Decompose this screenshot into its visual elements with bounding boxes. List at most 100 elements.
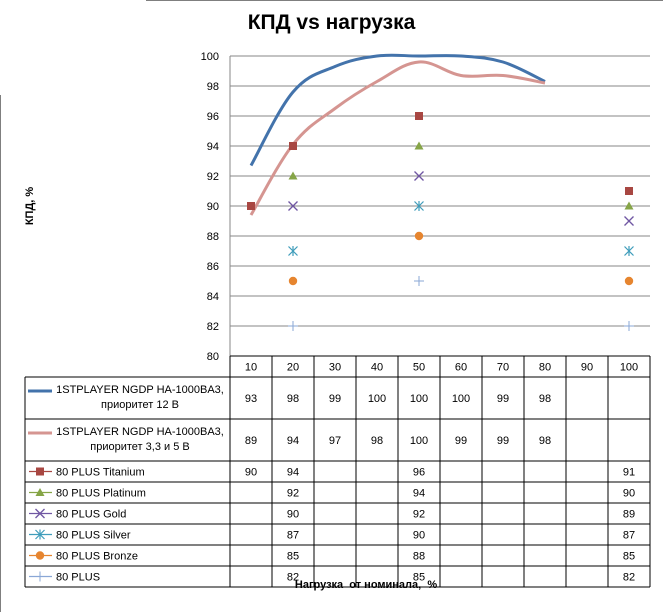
data-point-series-7 [624,321,634,331]
x-tick-label: 70 [497,362,509,374]
data-point-series-5 [414,201,424,211]
legend-key-6 [35,551,45,560]
table-cell: 90 [623,488,635,500]
table-cell: 96 [413,467,425,479]
marker-x-stroke [414,171,424,181]
marker-triangle [414,141,424,150]
table-cell: 82 [623,572,635,584]
table-cell: 100 [410,393,428,405]
marker-square [415,112,423,120]
y-tick-label: 90 [207,201,219,213]
legend-label-line: 1STPLAYER NGDP HA-1000BA3, [56,384,224,396]
y-tick-label: 82 [207,321,219,333]
legend-label-7: 80 PLUS [56,572,100,584]
legend-label-0: 1STPLAYER NGDP HA-1000BA3, приоритет 12 В [56,384,224,411]
table-cell: 98 [539,393,551,405]
y-tick-label: 94 [207,141,219,153]
x-tick-label: 40 [371,362,383,374]
table-cell: 98 [371,435,383,447]
legend-label-4: 80 PLUS Gold [56,509,126,521]
frame-top-border [146,0,663,1]
marker-square [625,187,633,195]
marker-circle [35,551,45,560]
series-line-0 [249,53,546,167]
frame-left-border [0,95,1,612]
table-cell: 98 [539,435,551,447]
x-tick-label: 90 [581,362,593,374]
legend-key-7 [35,571,45,582]
data-point-series-7 [288,321,298,331]
marker-x-stroke [288,201,298,211]
series-line-1 [249,60,546,216]
table-cell: 93 [245,393,257,405]
table-cell: 90 [245,467,257,479]
data-point-series-4 [414,171,424,181]
legend-label-line: 1STPLAYER NGDP HA-1000BA3, [56,426,224,438]
marker-triangle [624,201,634,210]
table-cell: 94 [287,435,299,447]
data-point-series-6 [288,276,298,286]
legend-label-3: 80 PLUS Platinum [56,488,146,500]
table-cell: 89 [623,509,635,521]
legend-label-5: 80 PLUS Silver [56,530,131,542]
y-tick-label: 98 [207,81,219,93]
x-tick-label: 100 [620,362,638,374]
table-cell: 99 [455,435,467,447]
table-cell: 92 [413,509,425,521]
legend-label-6: 80 PLUS Bronze [56,551,138,563]
table-cell: 91 [623,467,635,479]
legend-label-line: приоритет 3,3 и 5 В [90,441,189,453]
chart-title: КПД vs нагрузка [247,11,416,34]
table-cell: 87 [623,530,635,542]
marker-x-stroke [624,216,634,226]
legend-label-2: 80 PLUS Titanium [56,467,145,479]
table-cell: 88 [413,551,425,563]
data-point-series-2 [289,142,297,150]
marker-circle [414,231,424,241]
legend-key-5 [35,529,45,540]
table-cell: 87 [287,530,299,542]
x-tick-label: 10 [245,362,257,374]
table-cell: 99 [497,393,509,405]
y-tick-label: 100 [201,51,219,63]
x-tick-label: 80 [539,362,551,374]
y-tick-label: 92 [207,171,219,183]
table-cell: 100 [410,435,428,447]
legend-key-3 [35,488,45,496]
legend-label-1: 1STPLAYER NGDP HA-1000BA3, приоритет 3,3 … [56,426,224,453]
legend-key-4 [35,508,45,519]
data-point-series-2 [415,112,423,120]
y-tick-label: 86 [207,261,219,273]
table-cell: 94 [287,467,299,479]
table-cell: 99 [497,435,509,447]
table-cell: 100 [368,393,386,405]
legend-key-2 [36,467,44,476]
x-tick-label: 30 [329,362,341,374]
data-point-series-5 [288,246,298,256]
marker-x-stroke [35,508,45,519]
x-tick-label: 20 [287,362,299,374]
table-cell: 98 [287,393,299,405]
data-point-series-6 [414,231,424,241]
x-tick-label: 50 [413,362,425,374]
marker-square [36,467,44,476]
marker-circle [624,276,634,286]
data-point-series-2 [625,187,633,195]
y-tick-label: 88 [207,231,219,243]
data-point-series-3 [414,141,424,150]
marker-square [247,202,255,210]
table-cell: 82 [287,572,299,584]
y-tick-label: 84 [207,291,219,303]
marker-triangle [35,488,45,496]
data-point-series-2 [247,202,255,210]
table-cell: 100 [452,393,470,405]
data-point-series-6 [624,276,634,286]
marker-square [289,142,297,150]
data-point-series-3 [624,201,634,210]
table-cell: 85 [413,572,425,584]
data-point-series-4 [288,201,298,211]
table-cell: 99 [329,393,341,405]
x-axis-label: Нагрузка от номинала, % [294,579,438,591]
x-tick-label: 60 [455,362,467,374]
